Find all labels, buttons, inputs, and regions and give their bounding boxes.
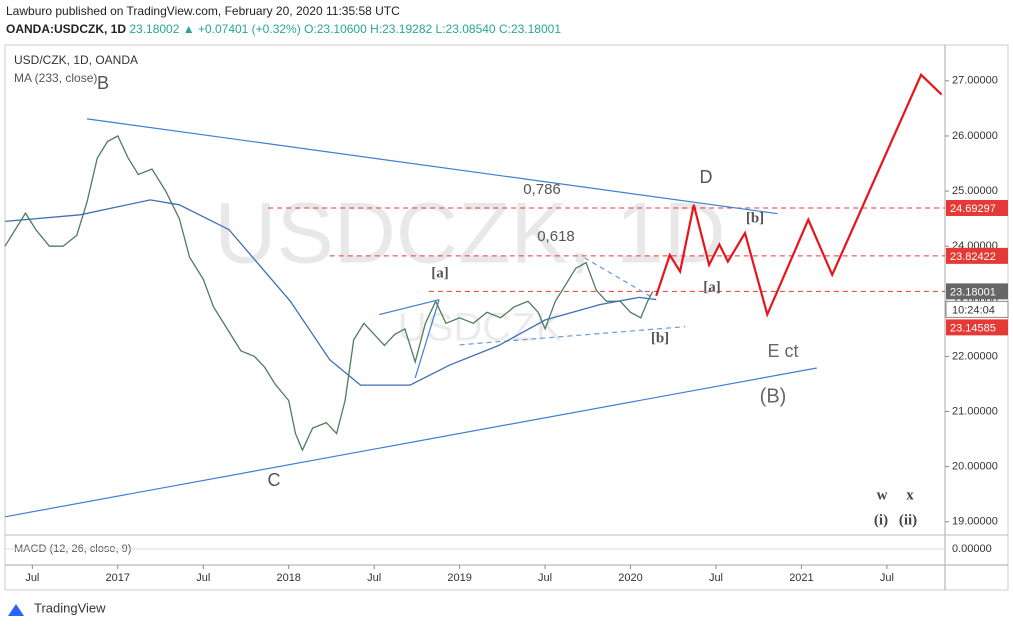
trend-line — [414, 299, 440, 379]
annotation: [a] — [431, 265, 449, 281]
annotation: (i) — [874, 512, 888, 528]
price-tag-box — [946, 199, 1008, 216]
footer: TradingView — [34, 600, 106, 615]
price-tag-box — [946, 283, 1008, 300]
x-tick-label: 2019 — [447, 572, 471, 584]
annotation: x — [906, 487, 914, 503]
annotation: w — [877, 487, 888, 503]
annotation: (ii) — [899, 512, 917, 528]
series-line — [4, 199, 657, 386]
publish-line: Lawburo published on TradingView.com, Fe… — [6, 4, 400, 18]
trend-line — [4, 367, 817, 518]
macd-tick-label: 0.00000 — [952, 543, 992, 555]
open: O:23.10600 — [304, 22, 367, 36]
y-tick-label: 27.00000 — [952, 75, 998, 87]
watermark-small: USDCZK — [398, 306, 563, 350]
y-tick-label: 19.00000 — [952, 516, 998, 528]
change: ▲ +0.07401 (+0.32%) — [182, 22, 301, 36]
annotation: [a] — [703, 279, 721, 295]
series-line — [655, 72, 943, 318]
x-tick-label: 2018 — [276, 572, 300, 584]
annotation: (B) — [760, 385, 787, 407]
last-price: 23.18002 — [129, 22, 180, 36]
series-line — [4, 134, 654, 452]
countdown: 10:24:04 — [952, 304, 995, 316]
trend-line — [584, 257, 657, 301]
x-tick-label: 2017 — [106, 572, 130, 584]
logo-icon — [8, 604, 24, 616]
x-tick-label: Jul — [880, 572, 894, 584]
price-tag: 23.18001 — [950, 286, 996, 298]
watermark: USDCZK, 1D — [214, 186, 725, 282]
x-tick-label: Jul — [709, 572, 723, 584]
close: C:23.18001 — [498, 22, 561, 36]
trend-line — [379, 299, 440, 316]
annotation: [b] — [651, 330, 669, 346]
annotation: E ct — [767, 341, 798, 361]
price-tag-box — [946, 247, 1008, 264]
price-tag-box — [946, 319, 1008, 336]
x-tick-label: Jul — [25, 572, 39, 584]
high: H:23.19282 — [370, 22, 433, 36]
y-tick-label: 21.00000 — [952, 405, 998, 417]
annotation: 0,618 — [537, 228, 575, 245]
y-tick-label: 26.00000 — [952, 130, 998, 142]
annotation: D — [700, 167, 713, 187]
annotation: B — [97, 73, 109, 93]
chart-title: USD/CZK, 1D, OANDA — [14, 53, 138, 67]
x-tick-label: Jul — [538, 572, 552, 584]
symbol-line: OANDA:USDCZK, 1D 23.18002 ▲ +0.07401 (+0… — [6, 22, 561, 36]
x-tick-label: Jul — [367, 572, 381, 584]
y-tick-label: 25.00000 — [952, 185, 998, 197]
symbol: OANDA:USDCZK, 1D — [6, 22, 126, 36]
logo: TradingView — [8, 600, 106, 616]
low: L:23.08540 — [435, 22, 496, 36]
y-tick-label: 22.00000 — [952, 350, 998, 362]
trend-line — [86, 118, 778, 215]
annotation: [b] — [746, 210, 764, 226]
annotation: 0,786 — [523, 181, 561, 198]
price-tag: 23.14585 — [950, 322, 996, 334]
price-tag: 24.69297 — [950, 203, 996, 215]
x-tick-label: Jul — [196, 572, 210, 584]
y-tick-label: 20.00000 — [952, 461, 998, 473]
countdown-box — [945, 300, 1009, 318]
x-tick-label: 2020 — [618, 572, 642, 584]
x-tick-label: 2021 — [789, 572, 813, 584]
trend-line — [459, 326, 686, 346]
indicator-label: MA (233, close) — [14, 71, 97, 85]
annotation: C — [268, 470, 281, 490]
price-tag: 23.82422 — [950, 251, 996, 263]
